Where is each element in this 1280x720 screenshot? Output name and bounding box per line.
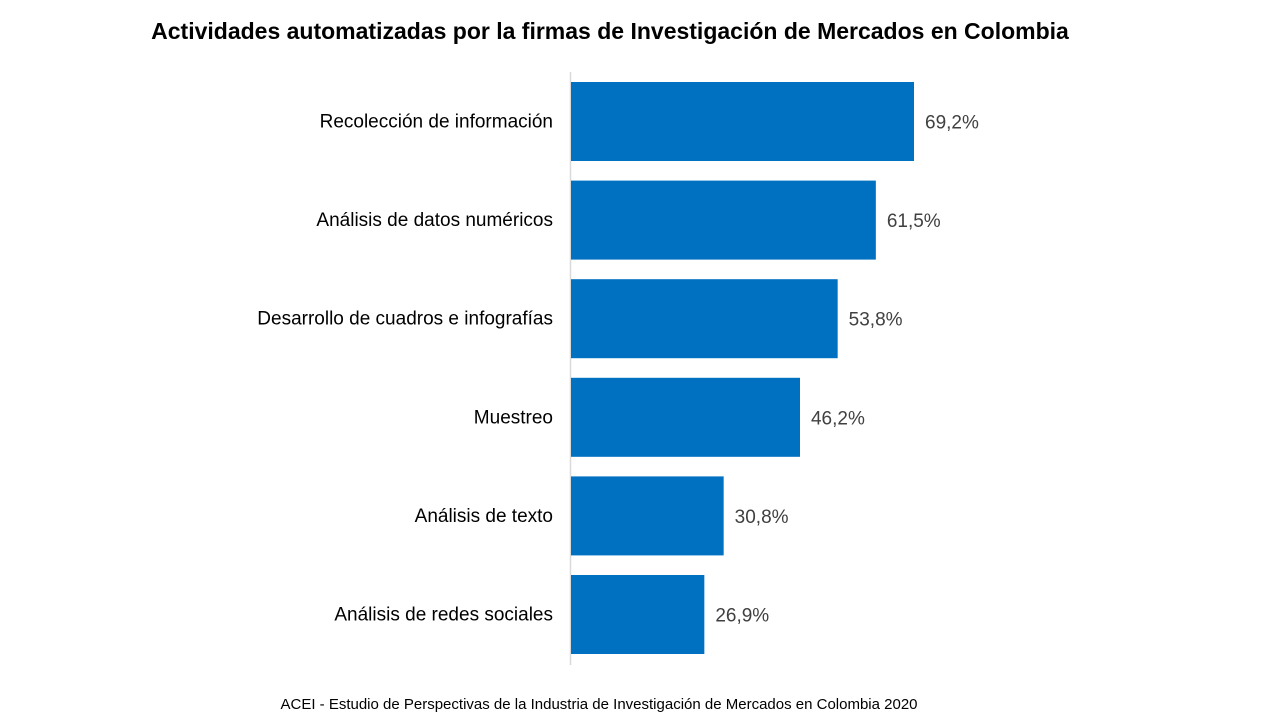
bar <box>571 82 914 161</box>
category-label: Recolección de información <box>320 112 553 133</box>
data-label: 53,8% <box>849 310 903 331</box>
chart-title: Actividades automatizadas por la firmas … <box>151 18 1069 44</box>
category-label: Análisis de texto <box>415 506 553 527</box>
source-note: ACEI - Estudio de Perspectivas de la Ind… <box>280 696 918 713</box>
category-label: Análisis de redes sociales <box>334 605 553 626</box>
data-label: 69,2% <box>925 113 979 134</box>
data-label: 26,9% <box>715 606 769 627</box>
data-label: 30,8% <box>735 507 789 528</box>
bar <box>571 575 705 654</box>
category-label: Muestreo <box>474 407 553 428</box>
data-label: 46,2% <box>811 408 865 429</box>
category-label: Análisis de datos numéricos <box>316 210 553 231</box>
category-label: Desarrollo de cuadros e infografías <box>257 309 553 330</box>
bar <box>571 377 800 457</box>
bar <box>571 180 876 260</box>
data-label: 61,5% <box>887 211 941 232</box>
bar <box>571 279 838 359</box>
bar <box>571 476 724 556</box>
